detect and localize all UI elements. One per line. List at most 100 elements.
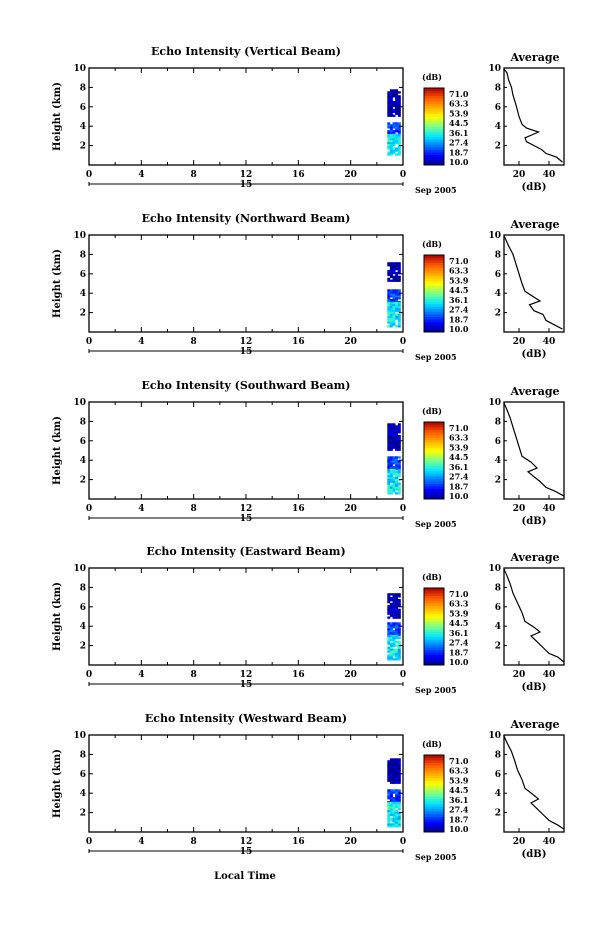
y-tick-label: 10 [73,564,86,574]
echo-cell [389,95,393,98]
echo-cell [392,821,396,824]
echo-cell [397,448,401,451]
echo-cell [397,654,401,657]
echo-cell [392,486,396,489]
echo-cell [392,630,396,633]
colorbar-segment [424,608,444,612]
echo-cell [387,108,391,111]
echo-cell [389,775,393,778]
echo-cell [387,321,391,324]
colorbar-segment [424,762,444,766]
echo-cell [395,766,399,769]
echo-cell [389,634,393,638]
echo-cell [397,474,401,478]
echo-cell [392,446,396,449]
echo-cell [395,110,399,113]
echo-cell [397,470,401,474]
echo-cell [397,758,401,761]
colorbar-segment [424,790,444,794]
echo-cell [389,299,393,302]
echo-cell [392,466,396,469]
echo-cell [387,423,391,426]
echo-cell [392,95,396,98]
echo-cell [389,490,393,493]
colorbar-segment [424,455,444,459]
colorbar-segment [424,662,444,666]
echo-cell [397,271,401,275]
echo-cell [392,634,396,638]
x-tick-label: 16 [292,670,305,680]
profile-y-tick-label: 10 [488,731,501,741]
profile-y-tick-label: 2 [495,476,501,486]
profile-y-tick-label: 10 [488,231,501,241]
echo-cell [395,601,399,604]
echo-cell [387,106,391,110]
echo-cell [389,480,393,483]
colorbar-segment [424,280,444,284]
echo-cell [397,612,401,615]
echo-cell [389,429,393,432]
echo-cell [387,468,391,472]
echo-cell [389,266,393,269]
echo-cell [397,275,401,278]
colorbar-tick-label: 53.9 [449,608,469,618]
colorbar-segment [424,324,444,328]
profile-line [503,235,563,330]
echo-cell [387,486,391,489]
echo-cell [389,149,393,152]
colorbar-segment [424,760,444,763]
colorbar-segment [424,788,444,792]
echo-cell [395,279,399,282]
echo-cell [397,630,401,633]
echo-cell [395,610,399,613]
echo-cell [387,474,391,478]
echo-cell [389,484,393,487]
panel-3: Echo Intensity (Southward Beam) 2 4 6 8 10 0 4 8… [52,379,565,529]
colorbar-segment [424,647,444,650]
echo-cell [392,130,396,133]
echo-cell [395,817,399,820]
echo-cell [392,462,396,465]
x-tick-label: 4 [138,337,144,347]
colorbar-segment [424,468,444,472]
colorbar-segment [424,422,444,425]
echo-cell [387,628,391,631]
echo-cell [397,456,401,459]
echo-cell [389,614,393,617]
y-tick-label: 2 [80,142,86,152]
echo-cell [389,791,393,794]
colorbar-segment [424,90,444,94]
colorbar-segment [424,478,444,482]
echo-cell [392,606,396,610]
echo-cell [397,321,401,324]
echo-cell [395,431,399,434]
colorbar-segment [424,290,444,294]
echo-cell [389,134,393,137]
echo-cell [392,89,396,92]
echo-cell [397,640,401,644]
colorbar-segment [424,463,444,466]
profile-frame [503,401,565,500]
echo-cell [389,768,393,771]
echo-cell [392,482,396,485]
echo-cell [392,262,396,265]
colorbar-segment [424,105,444,109]
echo-cell [389,106,393,110]
echo-cell [389,273,393,277]
echo-cell [387,462,391,465]
panels-group: Echo Intensity (Vertical Beam) 2 4 6 8 10 0 4 8 1… [52,45,565,862]
colorbar-segment [424,621,444,625]
echo-cell [387,771,391,775]
profile-y-tick-label: 6 [495,270,501,280]
echo-cell [395,805,399,809]
panel-4: Echo Intensity (Eastward Beam) 2 4 6 8 10 0 4 8 1… [52,545,565,695]
echo-cell [389,488,393,491]
echo-cell [389,789,393,792]
echo-cell [395,442,399,445]
echo-cell [397,768,401,771]
echo-cell [392,275,396,278]
echo-cell [387,448,391,451]
echo-cell [387,141,391,144]
colorbar-unit: (dB) [422,572,442,582]
echo-cell [392,640,396,644]
